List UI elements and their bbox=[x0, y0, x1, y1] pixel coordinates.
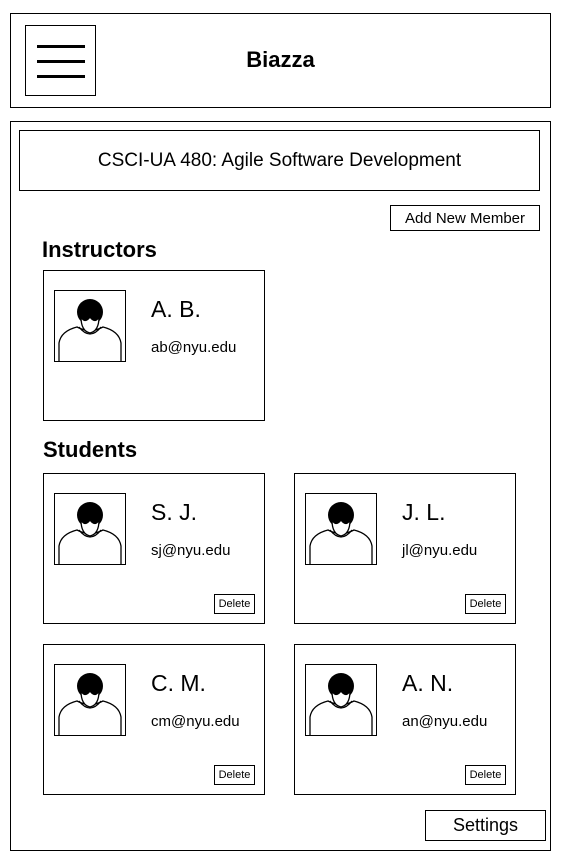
app-title: Biazza bbox=[246, 47, 315, 72]
member-email: sj@nyu.edu bbox=[151, 542, 231, 559]
user-avatar-icon bbox=[305, 493, 377, 565]
user-avatar-icon bbox=[305, 664, 377, 736]
add-new-member-button[interactable]: Add New Member bbox=[390, 205, 540, 231]
delete-member-button[interactable]: Delete bbox=[465, 594, 506, 614]
member-initials: J. L. bbox=[402, 499, 446, 525]
delete-member-button[interactable]: Delete bbox=[465, 765, 506, 785]
student-card: C. M. cm@nyu.edu Delete bbox=[43, 644, 265, 795]
member-initials: A. N. bbox=[402, 670, 454, 696]
user-avatar-icon bbox=[54, 290, 126, 362]
delete-member-button[interactable]: Delete bbox=[214, 594, 255, 614]
student-card: S. J. sj@nyu.edu Delete bbox=[43, 473, 265, 624]
students-heading: Students bbox=[43, 437, 138, 462]
member-email: an@nyu.edu bbox=[402, 713, 488, 730]
instructors-heading: Instructors bbox=[42, 237, 157, 262]
member-initials: S. J. bbox=[151, 499, 198, 525]
member-initials: A. B. bbox=[151, 296, 201, 322]
hamburger-menu-icon[interactable] bbox=[25, 25, 96, 96]
settings-button[interactable]: Settings bbox=[425, 810, 546, 841]
member-initials: C. M. bbox=[151, 670, 206, 696]
student-card: A. N. an@nyu.edu Delete bbox=[294, 644, 516, 795]
user-avatar-icon bbox=[54, 664, 126, 736]
user-avatar-icon bbox=[54, 493, 126, 565]
delete-member-button[interactable]: Delete bbox=[214, 765, 255, 785]
member-email: ab@nyu.edu bbox=[151, 339, 237, 356]
member-email: jl@nyu.edu bbox=[402, 542, 478, 559]
app-header bbox=[10, 13, 551, 108]
student-card: J. L. jl@nyu.edu Delete bbox=[294, 473, 516, 624]
member-email: cm@nyu.edu bbox=[151, 713, 240, 730]
course-title: CSCI-UA 480: Agile Software Development bbox=[19, 130, 540, 191]
main-panel bbox=[10, 121, 551, 851]
instructor-card: A. B. ab@nyu.edu bbox=[43, 270, 265, 421]
